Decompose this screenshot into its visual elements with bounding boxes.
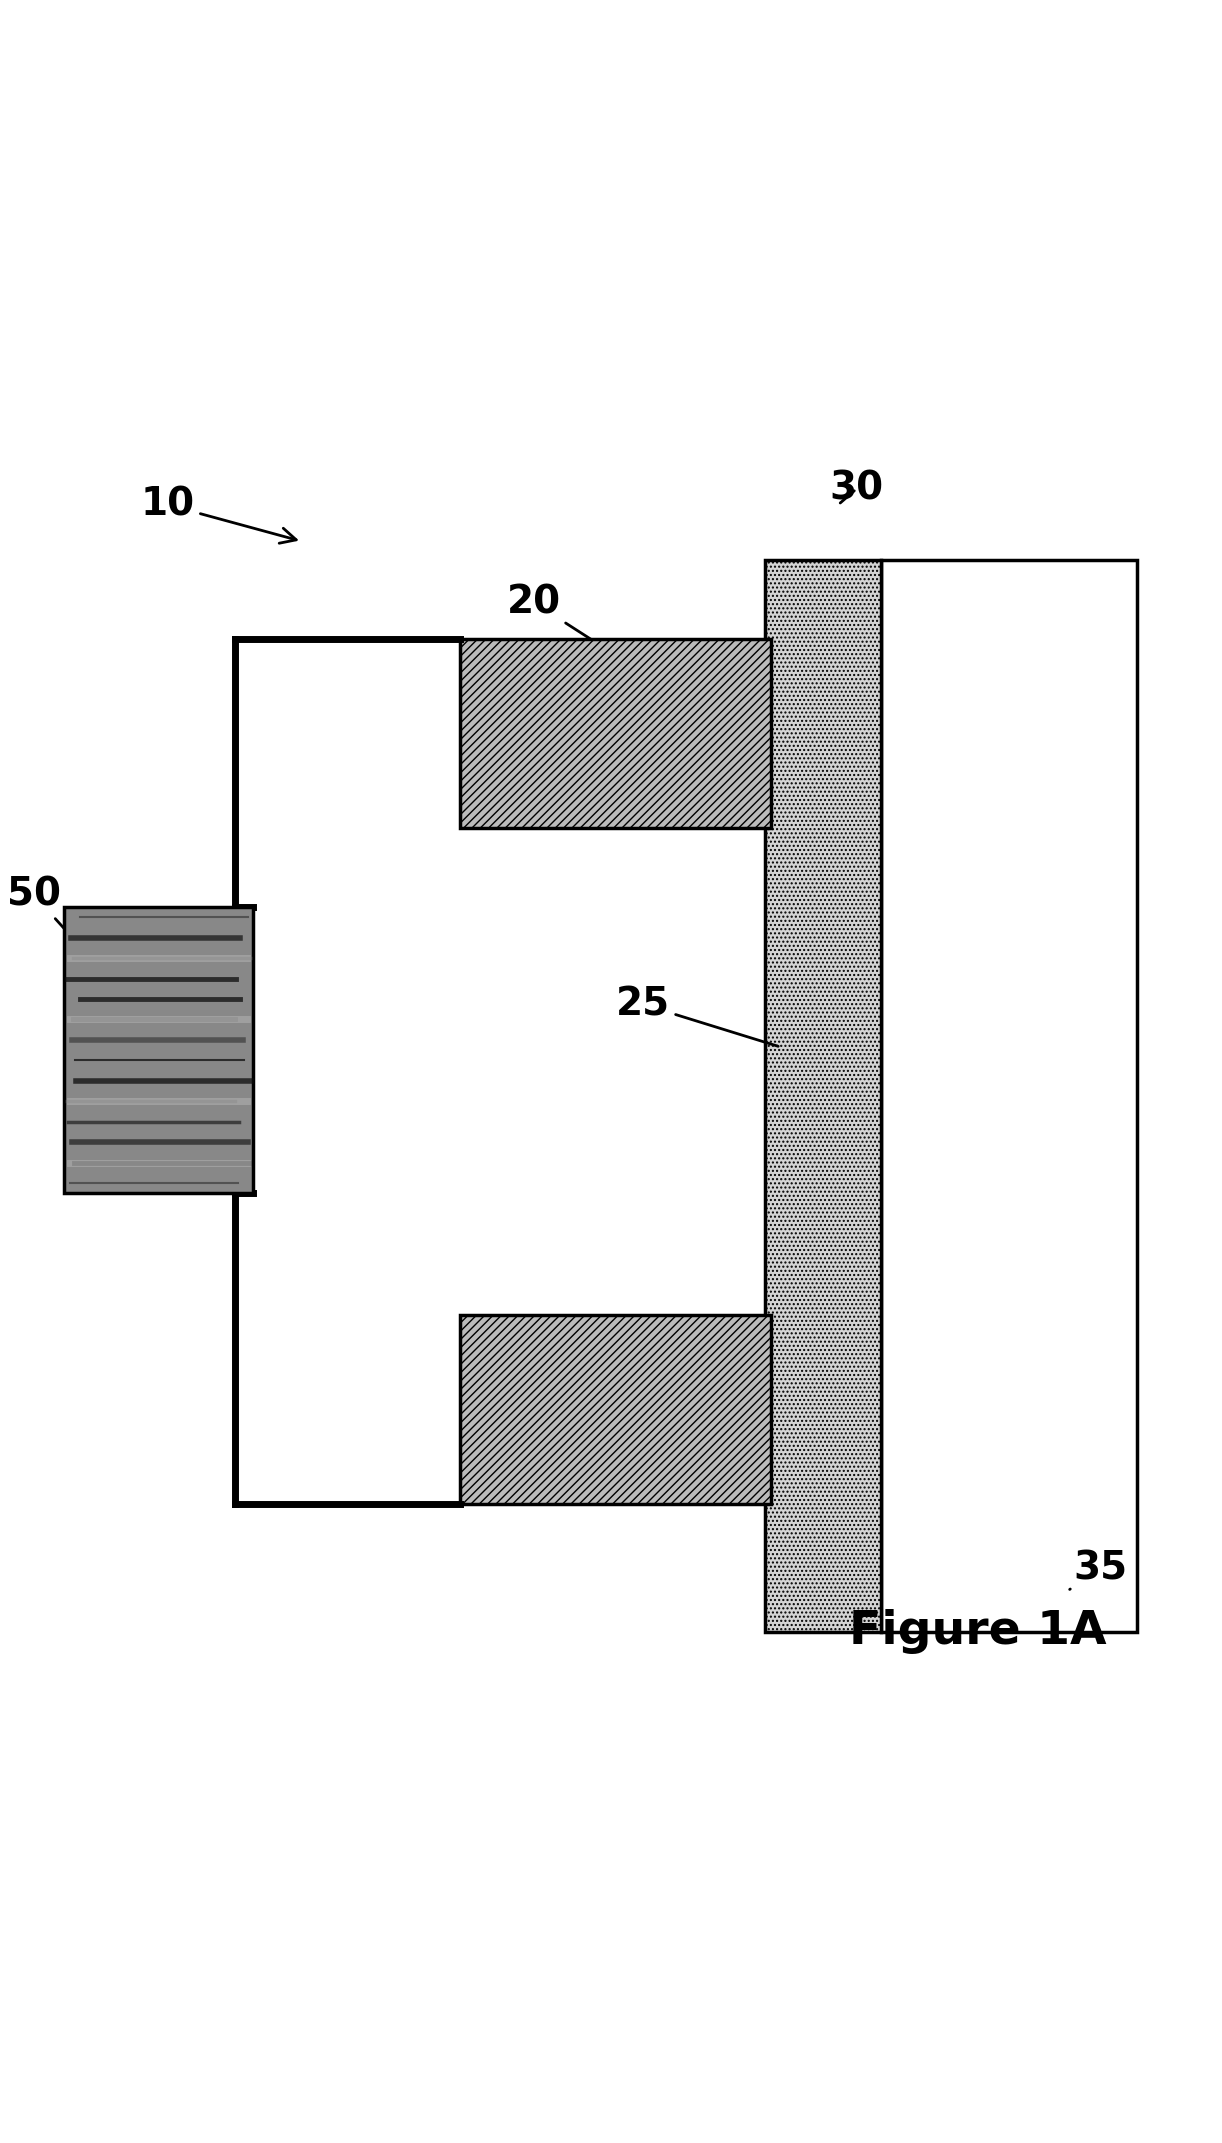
Bar — [65, 906, 253, 1194]
Text: 30: 30 — [830, 469, 884, 508]
Text: 50: 50 — [7, 876, 65, 930]
Bar — [461, 1316, 771, 1504]
Text: Figure 1A: Figure 1A — [849, 1609, 1107, 1654]
Text: 20: 20 — [506, 583, 616, 656]
Text: 15: 15 — [457, 1406, 616, 1479]
Bar — [765, 559, 881, 1633]
Text: 10: 10 — [141, 486, 296, 542]
Text: 35: 35 — [1069, 1549, 1127, 1590]
Bar — [881, 559, 1136, 1633]
Text: 25: 25 — [616, 986, 778, 1046]
Bar — [461, 639, 771, 827]
